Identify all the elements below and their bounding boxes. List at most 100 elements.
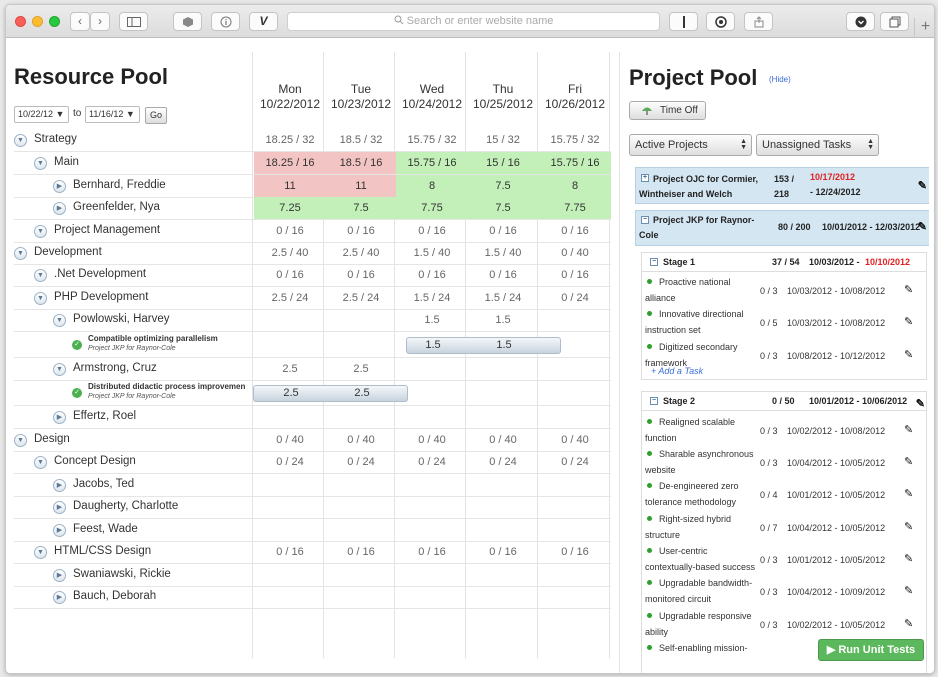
edit-pencil-icon[interactable]: ✎ [904,284,914,296]
expand-toggle-icon[interactable]: ▶ [53,180,66,193]
capacity-cell[interactable]: 0 / 16 [418,546,446,558]
capacity-cell[interactable]: 0 / 24 [561,456,589,468]
collapse-toggle-icon[interactable]: ▼ [34,225,47,238]
edit-pencil-icon[interactable]: ✎ [904,456,914,468]
capacity-cell[interactable] [254,586,326,608]
capacity-cell[interactable]: 11 [254,175,326,197]
address-bar[interactable]: Search or enter website name [287,12,660,31]
capacity-cell[interactable] [396,406,468,428]
capacity-cell[interactable] [467,358,539,380]
capacity-cell[interactable]: 0 / 24 [489,456,517,468]
edit-pencil-icon[interactable]: ✎ [904,553,914,565]
capacity-cell[interactable]: 1.5 / 24 [484,292,522,304]
capacity-cell[interactable]: 2.5 / 24 [342,292,380,304]
capacity-cell[interactable]: 0 / 16 [489,225,517,237]
tabs-overview-button[interactable] [880,12,909,31]
capacity-cell[interactable]: 7.5 [325,197,397,219]
project-jkp-header[interactable]: − Project JKP for Raynor-Cole 80 / 200 1… [635,210,929,246]
capacity-cell[interactable]: 0 / 24 [347,456,375,468]
capacity-cell[interactable]: 7.5 [467,197,539,219]
edit-pencil-icon[interactable]: ✎ [915,398,925,410]
capacity-cell[interactable]: 0 / 40 [276,434,304,446]
capacity-cell[interactable] [467,474,539,496]
capacity-cell[interactable] [467,564,539,586]
date-from-select[interactable]: 10/22/12 ▼ [14,106,69,123]
capacity-cell[interactable] [254,496,326,518]
capacity-cell[interactable] [325,406,397,428]
capacity-cell[interactable]: 2.5 / 24 [271,292,309,304]
download-button[interactable] [846,12,875,31]
capacity-cell[interactable]: 0 / 16 [561,546,589,558]
edit-pencil-icon[interactable]: ✎ [917,221,927,233]
capacity-cell[interactable]: 0 / 16 [418,225,446,237]
capacity-cell[interactable]: 18.25 / 16 [254,152,326,174]
capacity-cell[interactable]: 15.75 / 32 [550,134,600,146]
stage-header[interactable]: − Stage 1 37 / 54 10/03/2012 - 10/10/2012 [642,253,926,272]
expand-toggle-icon[interactable]: ▶ [53,501,66,514]
capacity-cell[interactable] [254,309,326,331]
capacity-cell[interactable]: 2.5 [353,363,369,375]
collapse-toggle-icon[interactable]: ▼ [34,546,47,559]
capacity-cell[interactable] [254,406,326,428]
capacity-cell[interactable]: 0 / 16 [418,269,446,281]
capacity-cell[interactable] [325,496,397,518]
capacity-cell[interactable]: 0 / 40 [347,434,375,446]
capacity-cell[interactable]: 0 / 40 [489,434,517,446]
capacity-cell[interactable] [539,496,611,518]
zoom-window-button[interactable] [49,16,60,27]
edit-pencil-icon[interactable]: ✎ [904,585,914,597]
active-projects-select[interactable]: Active Projects ▲ ▼ [629,134,752,156]
capacity-cell[interactable]: 0 / 40 [418,434,446,446]
capacity-cell[interactable]: 1.5 [495,314,511,326]
capacity-cell[interactable] [539,358,611,380]
capacity-cell[interactable] [467,519,539,541]
capacity-cell[interactable] [254,519,326,541]
capacity-cell[interactable]: 2.5 [282,363,298,375]
share-button[interactable] [744,12,773,31]
capacity-cell[interactable] [325,564,397,586]
capacity-cell[interactable]: 0 / 16 [489,546,517,558]
capacity-cell[interactable]: 1.5 / 40 [413,247,451,259]
capacity-cell[interactable]: 0 / 16 [276,225,304,237]
collapse-toggle-icon[interactable]: ▼ [53,363,66,376]
capacity-cell[interactable]: 18.5 / 32 [339,134,383,146]
capacity-cell[interactable]: 0 / 16 [561,269,589,281]
expand-toggle-icon[interactable]: ▶ [53,411,66,424]
capacity-cell[interactable] [467,496,539,518]
capacity-cell[interactable]: 1.5 [424,314,440,326]
capacity-cell[interactable] [467,406,539,428]
capacity-cell[interactable]: 0 / 16 [489,269,517,281]
capacity-cell[interactable] [396,564,468,586]
allocation-bar[interactable]: 1.5 1.5 [406,337,561,354]
capacity-cell[interactable] [254,474,326,496]
capacity-cell[interactable]: 0 / 40 [561,434,589,446]
capacity-cell[interactable] [467,586,539,608]
minimize-window-button[interactable] [32,16,43,27]
edit-pencil-icon[interactable]: ✎ [917,180,927,192]
capacity-cell[interactable]: 8 [396,175,468,197]
capacity-cell[interactable]: 0 / 40 [561,247,589,259]
capacity-cell[interactable]: 1.5 / 24 [413,292,451,304]
edit-pencil-icon[interactable]: ✎ [904,349,914,361]
capacity-cell[interactable]: 18.25 / 32 [265,134,315,146]
capacity-cell[interactable]: 15.75 / 32 [407,134,457,146]
capacity-cell[interactable] [396,586,468,608]
capacity-cell[interactable]: 15 / 32 [486,134,520,146]
project-ojc-header[interactable]: + Project OJC for Cormier, Wintheiser an… [635,167,929,204]
go-button[interactable]: Go [145,107,167,124]
capacity-cell[interactable]: 18.5 / 16 [325,152,397,174]
collapse-toggle-icon[interactable]: ▼ [34,157,47,170]
expand-toggle-icon[interactable]: ▶ [53,591,66,604]
unassigned-tasks-select[interactable]: Unassigned Tasks ▲ ▼ [756,134,879,156]
vimeo-button[interactable]: V [249,12,278,31]
capacity-cell[interactable] [325,309,397,331]
capacity-cell[interactable]: 7.75 [539,197,611,219]
capacity-cell[interactable] [396,358,468,380]
new-tab-button[interactable]: + [914,18,934,38]
stage-header[interactable]: − Stage 2 0 / 50 10/01/2012 - 10/06/2012 ✎ [642,392,926,411]
close-window-button[interactable] [15,16,26,27]
capacity-cell[interactable]: 0 / 16 [347,269,375,281]
capacity-cell[interactable] [539,406,611,428]
collapse-toggle-icon[interactable]: ▼ [34,269,47,282]
collapse-toggle-icon[interactable]: ▼ [34,456,47,469]
